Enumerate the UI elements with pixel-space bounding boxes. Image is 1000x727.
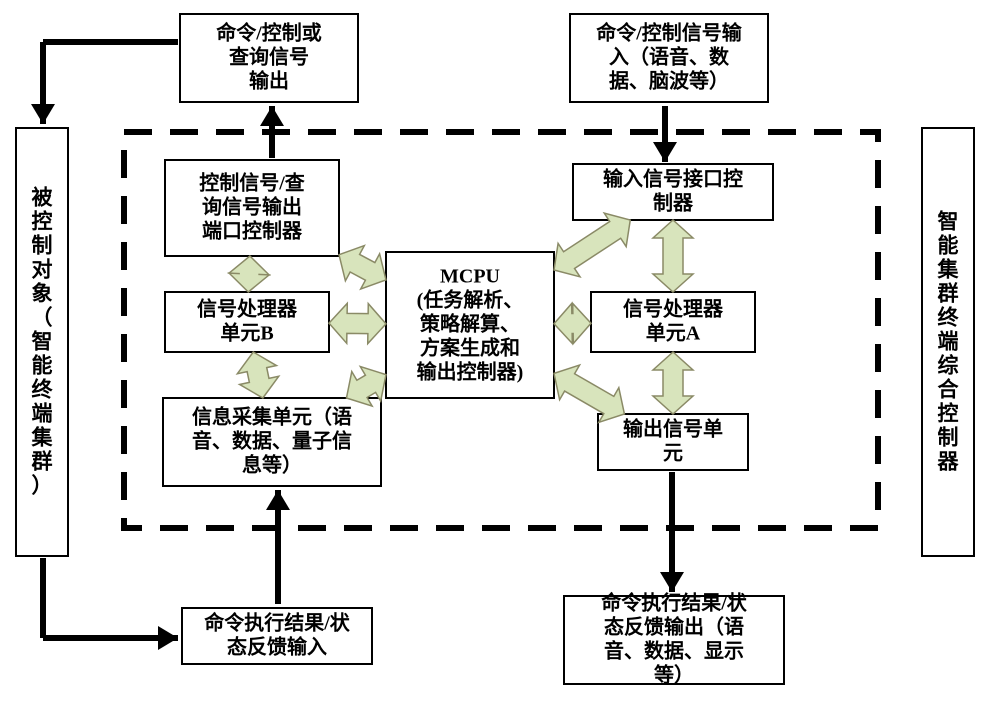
node-bottom_right-line3: 等）	[654, 662, 694, 686]
svg-text:能: 能	[32, 354, 53, 378]
node-ctrl_out_port-line1: 询信号输出	[202, 194, 302, 218]
node-bottom_left-line1: 态反馈输入	[227, 634, 327, 658]
node-info_collect-line0: 信息采集单元（语	[192, 404, 352, 428]
node-info_collect-line1: 音、数据、量子信	[192, 428, 352, 452]
bi-arrow-proc_a-input_ctrl	[653, 220, 693, 292]
svg-text:端: 端	[938, 330, 959, 354]
node-proc_a-line0: 信号处理器	[623, 296, 724, 320]
node-top_left-line2: 输出	[249, 68, 289, 92]
svg-text:端: 端	[32, 402, 53, 426]
node-bottom_right-line1: 态反馈输出（语	[604, 614, 744, 638]
node-ctrl_out_port-line2: 端口控制器	[202, 218, 303, 242]
svg-text:合: 合	[938, 378, 960, 402]
node-info_collect: 信息采集单元（语音、数据、量子信息等）	[163, 398, 381, 486]
bi-arrow-mcpu-output_unit	[554, 365, 624, 422]
black-arrow	[43, 626, 178, 650]
node-bottom_left-line0: 命令执行结果/状	[204, 610, 351, 634]
svg-text:控: 控	[938, 402, 959, 426]
svg-text:（: （	[32, 306, 53, 330]
black-arrow	[266, 490, 290, 604]
svg-text:制: 制	[32, 234, 53, 258]
node-ctrl_out_port-line0: 控制信号/查	[199, 170, 305, 194]
node-top_left-line0: 命令/控制或	[216, 20, 322, 44]
diagram-canvas: 命令/控制或查询信号输出 命令/控制信号输入（语音、数据、脑波等） 控制信号/查询信…	[0, 0, 1000, 727]
node-bottom_right-line2: 音、数据、显示	[604, 638, 744, 662]
node-ctrl_out_port: 控制信号/查询信号输出端口控制器	[165, 160, 339, 256]
node-info_collect-line2: 息等）	[242, 452, 302, 476]
svg-text:集: 集	[31, 426, 54, 450]
svg-text:被: 被	[32, 186, 54, 210]
svg-text:综: 综	[938, 354, 959, 378]
svg-text:）: ）	[32, 474, 53, 498]
svg-text:控: 控	[32, 210, 53, 234]
node-mcpu: MCPU(任务解析、策略解算、方案生成和输出控制器)	[386, 252, 554, 398]
node-output_unit-line1: 元	[663, 442, 683, 464]
node-top_right-line1: 入（语音、数	[609, 44, 730, 68]
svg-text:象: 象	[32, 282, 53, 306]
bi-arrow-mcpu-proc_a	[554, 303, 591, 343]
node-right_side: 智能集群终端综合控制器	[922, 128, 974, 556]
svg-text:终: 终	[32, 378, 54, 402]
node-proc_b: 信号处理器单元B	[165, 292, 329, 352]
node-input_ctrl: 输入信号接口控制器	[573, 164, 773, 220]
bi-arrow-proc_b-ctrl_out_port	[229, 256, 269, 292]
node-bottom_right: 命令执行结果/状态反馈输出（语音、数据、显示等）	[564, 590, 784, 686]
bi-arrow-mcpu-input_ctrl	[554, 213, 630, 277]
node-proc_a: 信号处理器单元A	[591, 292, 755, 352]
svg-text:器: 器	[937, 450, 960, 474]
bi-arrow-ctrl_out_port-mcpu	[339, 246, 386, 289]
node-proc_b-line0: 信号处理器	[197, 296, 298, 320]
svg-text:集: 集	[937, 258, 960, 282]
bi-arrow-info_collect-proc_b	[237, 352, 278, 398]
node-mcpu-line4: 输出控制器)	[417, 359, 524, 383]
node-input_ctrl-line0: 输入信号接口控	[603, 166, 743, 190]
svg-text:智: 智	[32, 330, 53, 354]
node-output_unit: 输出信号单元	[598, 414, 748, 470]
node-top_left: 命令/控制或查询信号输出	[180, 14, 358, 102]
svg-text:群: 群	[938, 282, 959, 306]
node-left_side: 被控制对象（智能终端集群）	[16, 128, 68, 556]
node-input_ctrl-line1: 制器	[653, 191, 694, 214]
svg-text:智: 智	[938, 210, 959, 234]
node-proc_a-line1: 单元A	[646, 320, 701, 344]
node-mcpu-line2: 策略解算、	[420, 311, 520, 335]
black-arrow	[660, 472, 684, 592]
node-bottom_right-line0: 命令执行结果/状	[601, 590, 748, 614]
node-top_left-line1: 查询信号	[229, 44, 309, 68]
node-mcpu-line3: 方案生成和	[420, 335, 520, 359]
black-arrow	[31, 42, 55, 124]
svg-text:能: 能	[938, 234, 959, 258]
node-mcpu-line1: (任务解析、	[417, 287, 524, 311]
bi-arrow-proc_a-output_unit	[653, 352, 693, 414]
node-top_right-line2: 据、脑波等）	[609, 68, 729, 92]
bi-arrow-proc_b-mcpu	[329, 303, 386, 343]
svg-text:对: 对	[32, 258, 53, 282]
node-output_unit-line0: 输出信号单	[623, 416, 723, 440]
node-bottom_left: 命令执行结果/状态反馈输入	[182, 608, 372, 664]
node-proc_b-line1: 单元B	[220, 320, 273, 344]
node-top_right: 命令/控制信号输入（语音、数据、脑波等）	[570, 14, 768, 102]
svg-text:终: 终	[938, 306, 960, 330]
svg-text:群: 群	[32, 450, 53, 474]
node-top_right-line0: 命令/控制信号输	[596, 20, 743, 44]
svg-text:制: 制	[938, 426, 959, 450]
bi-arrow-info_collect-mcpu	[346, 367, 386, 406]
node-mcpu-line0: MCPU	[440, 265, 500, 287]
